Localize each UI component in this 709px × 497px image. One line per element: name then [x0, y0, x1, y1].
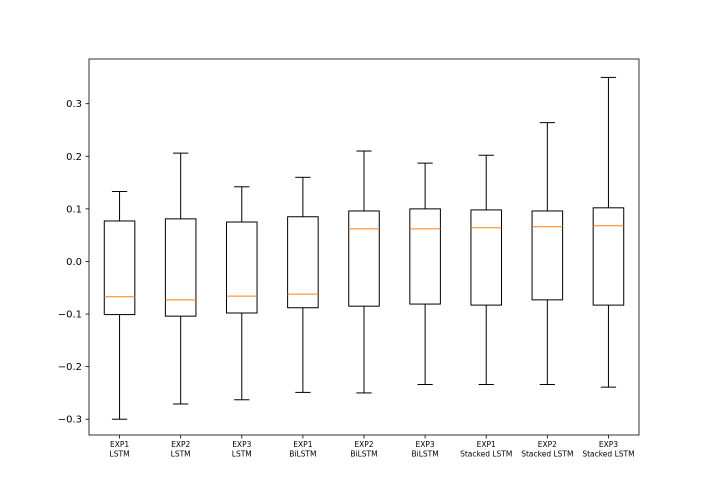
box-iqr [348, 210, 380, 307]
y-tick-label: 0.0 [66, 257, 82, 268]
x-tick-label: EXP3 [416, 440, 435, 449]
x-tick-label: EXP3 [599, 440, 618, 449]
x-tick-label: BiLSTM [289, 450, 316, 459]
x-tick-label: LSTM [232, 450, 252, 459]
x-tick-label: EXP2 [171, 440, 190, 449]
box-iqr [164, 218, 197, 317]
y-tick-label: 0.1 [66, 204, 82, 215]
x-tick-label: EXP1 [293, 440, 312, 449]
x-tick-label: Stacked LSTM [521, 450, 573, 459]
x-tick-label: LSTM [171, 450, 191, 459]
box-7 [470, 154, 503, 386]
y-tick-label: −0.3 [58, 415, 82, 426]
box-iqr [226, 221, 258, 314]
box-9 [592, 76, 625, 388]
box-iqr [531, 210, 564, 301]
box-2 [164, 152, 197, 405]
x-tick-label: Stacked LSTM [460, 450, 512, 459]
x-tick-label: EXP2 [354, 440, 373, 449]
x-tick-label: BiLSTM [411, 450, 438, 459]
box-iqr [592, 207, 625, 306]
x-tick-label: EXP3 [232, 440, 251, 449]
x-tick-label: Stacked LSTM [582, 450, 634, 459]
box-iqr [470, 209, 503, 306]
box-6 [409, 162, 441, 386]
x-tick-label: EXP1 [477, 440, 496, 449]
x-axis: EXP1LSTMEXP2LSTMEXP3LSTMEXP1BiLSTMEXP2Bi… [110, 435, 635, 459]
y-tick-label: −0.2 [58, 362, 82, 373]
box-5 [348, 150, 380, 394]
box-iqr [409, 208, 441, 305]
axes-frame [88, 58, 640, 436]
x-tick-label: EXP2 [538, 440, 557, 449]
box-1 [103, 191, 136, 420]
y-tick-label: 0.3 [66, 99, 82, 110]
y-tick-label: 0.2 [66, 152, 82, 163]
box-4 [287, 176, 319, 393]
boxes-layer [103, 76, 625, 420]
box-iqr [103, 220, 136, 316]
x-tick-label: BiLSTM [350, 450, 377, 459]
x-tick-label: EXP1 [110, 440, 129, 449]
y-tick-label: −0.1 [58, 310, 82, 321]
box-3 [226, 186, 258, 401]
box-iqr [287, 216, 319, 309]
y-axis: −0.3 −0.2 −0.1 0.0 0.1 0.2 0.3 [58, 99, 89, 426]
x-tick-label: LSTM [110, 450, 130, 459]
box-8 [531, 122, 564, 386]
